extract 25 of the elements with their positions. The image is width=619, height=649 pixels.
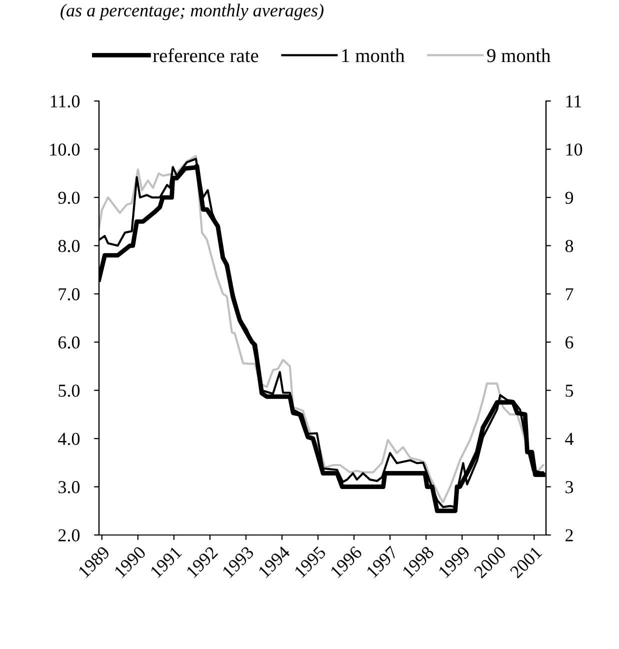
y-tick-label: 3.0 bbox=[58, 481, 80, 494]
y-tick-label: 6.0 bbox=[58, 336, 80, 349]
legend-label: reference rate bbox=[152, 48, 258, 62]
y-tick-label: 9.0 bbox=[58, 192, 80, 204]
y-tick-label: 4.0 bbox=[58, 432, 80, 446]
y-tick-label: 8.0 bbox=[58, 240, 80, 252]
y-tick-label: 11.0 bbox=[50, 95, 80, 108]
y2-tick-label: 5 bbox=[566, 384, 574, 397]
y-tick-label: 10.0 bbox=[50, 143, 80, 156]
y-tick-label: 7.0 bbox=[58, 288, 80, 300]
y-tick-label: 5.0 bbox=[58, 384, 80, 397]
y2-tick-label: 2 bbox=[566, 529, 573, 542]
y2-tick-label: 4 bbox=[565, 432, 574, 445]
legend-label: 1 month bbox=[342, 48, 405, 62]
y2-tick-label: 9 bbox=[565, 192, 574, 204]
y2-tick-label: 10 bbox=[566, 143, 582, 156]
x-tick-label: 1991 bbox=[150, 546, 182, 578]
legend-label: 9 month bbox=[487, 48, 551, 62]
y2-tick-label: 11 bbox=[566, 95, 582, 108]
y2-tick-label: 8 bbox=[565, 240, 574, 252]
y-tick-label: 2.0 bbox=[58, 529, 80, 542]
chart-title: (as a percentage; monthly averages) bbox=[60, 4, 324, 20]
y2-tick-label: 6 bbox=[566, 336, 574, 349]
y2-tick-label: 3 bbox=[566, 481, 574, 494]
y2-tick-label: 7 bbox=[566, 288, 574, 300]
